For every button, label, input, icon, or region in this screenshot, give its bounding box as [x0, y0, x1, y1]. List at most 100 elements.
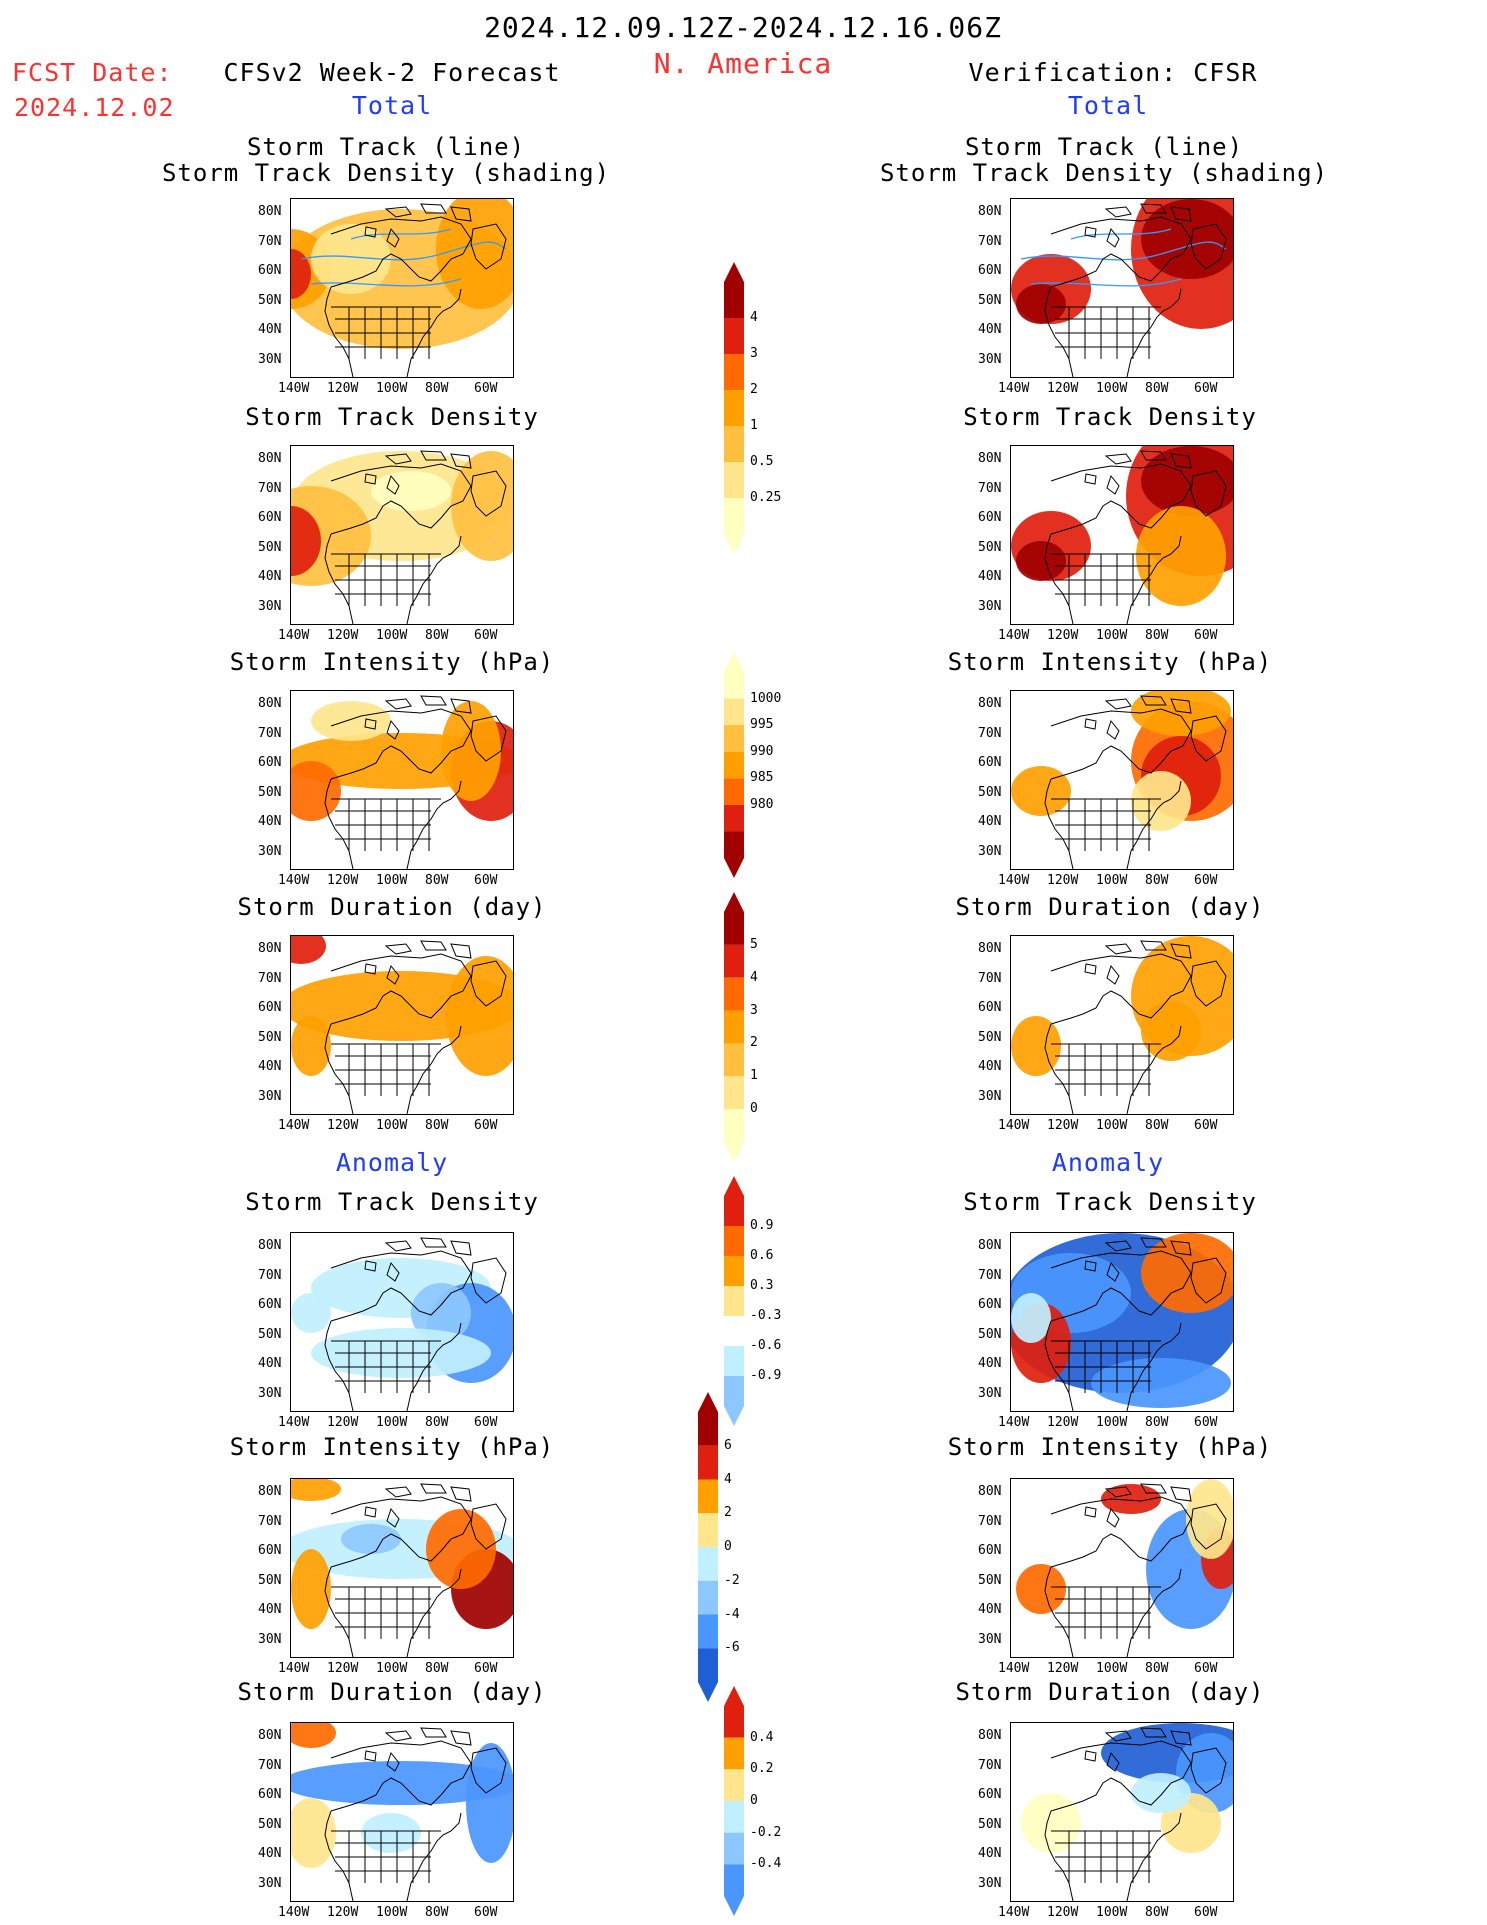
shading-region	[411, 1283, 471, 1343]
island-outline	[1106, 964, 1120, 985]
colorbar-segment	[724, 1316, 744, 1346]
colorbar-segment	[724, 1286, 744, 1316]
island-outline	[450, 698, 472, 714]
lat-tick-label: 50N	[258, 1326, 282, 1342]
lat-tick-label: 70N	[258, 1757, 282, 1773]
left-density-title: Storm Track Density	[245, 403, 539, 431]
colorbar-label: -2	[724, 1572, 740, 1588]
colorbar-label: 980	[750, 796, 774, 812]
lat-tick-label: 70N	[258, 1267, 282, 1283]
map-panel-l-density	[290, 445, 514, 625]
lon-tick-label: 60W	[1194, 1118, 1218, 1133]
lon-tick-label: 140W	[278, 1118, 310, 1133]
island-outline	[1106, 1261, 1120, 1282]
colorbar-segment	[724, 462, 744, 498]
island-outline	[364, 1260, 377, 1272]
colorbar-segment	[724, 1706, 744, 1738]
colorbar-segment	[724, 1043, 744, 1077]
colorbar-label: 1	[750, 418, 758, 433]
right-total-label: Total	[1067, 91, 1149, 120]
island-outline	[1106, 719, 1120, 740]
island-outline	[450, 1486, 472, 1502]
lon-tick-label: 80W	[1145, 1905, 1169, 1920]
fcst-label: FCST Date:	[12, 58, 173, 87]
storm-track-line	[310, 278, 462, 287]
shading-region	[1011, 1016, 1061, 1076]
lat-tick-label: 80N	[258, 204, 282, 219]
lon-tick-label: 80W	[1145, 1661, 1169, 1676]
lat-tick-label: 40N	[258, 322, 282, 337]
lat-tick-label: 60N	[258, 1000, 282, 1015]
colorbar-label: 4	[750, 969, 758, 985]
lat-tick-label: 40N	[978, 1602, 1002, 1617]
island-outline	[364, 963, 377, 975]
fcst-date: 2024.12.02	[14, 93, 175, 122]
lat-tick-label: 80N	[978, 1484, 1002, 1499]
lat-tick-label: 40N	[258, 1356, 282, 1371]
colorbar-label: 0.25	[750, 490, 782, 505]
shading-region	[291, 1723, 336, 1748]
lat-tick-label: 60N	[978, 755, 1002, 770]
map-panel-r-density	[1010, 445, 1234, 625]
island-outline	[1084, 963, 1097, 975]
lon-tick-label: 120W	[327, 381, 359, 396]
lat-tick-label: 30N	[978, 351, 1002, 367]
colorbar-segment	[724, 318, 744, 354]
lat-tick-label: 60N	[258, 1787, 282, 1802]
map-svg-l-density	[291, 450, 513, 624]
lon-tick-label: 140W	[278, 1415, 310, 1430]
island-outline	[1190, 1257, 1227, 1304]
storm-track-line	[1070, 228, 1172, 240]
storm-track-line	[1020, 241, 1227, 261]
colorbar-label: 0.9	[750, 1218, 774, 1233]
shading-region	[446, 956, 513, 1076]
lat-tick-label: 30N	[258, 1631, 282, 1647]
coastline-outline	[324, 1250, 472, 1411]
lat-tick-label: 40N	[978, 1356, 1002, 1371]
map-panel-l-anom-intensity	[290, 1478, 514, 1658]
lat-tick-label: 70N	[978, 1757, 1002, 1773]
island-outline	[470, 470, 507, 517]
colorbar-label: 2	[750, 382, 758, 397]
left-intensity-title: Storm Intensity (hPa)	[229, 648, 555, 676]
lon-tick-label: 140W	[998, 628, 1030, 643]
colorbar-top-arrow	[724, 652, 744, 672]
lon-tick-label: 120W	[327, 1118, 359, 1133]
colorbar-segment	[724, 498, 744, 534]
shading-region	[1091, 1358, 1231, 1408]
colorbar-label: 0.4	[750, 1729, 774, 1745]
shading-region	[1141, 1233, 1233, 1313]
island-outline	[1084, 1260, 1097, 1272]
lat-tick-label: 30N	[258, 1088, 282, 1104]
map-panel-l-anom-density	[290, 1232, 514, 1412]
map-panel-l-duration	[290, 935, 514, 1115]
colorbar-duration-anom	[724, 1686, 744, 1916]
colorbar-segment	[724, 778, 744, 805]
colorbar-density-total	[724, 262, 744, 554]
island-outline	[1104, 698, 1132, 710]
colorbar-segment	[724, 282, 744, 318]
island-outline	[1106, 474, 1120, 495]
lon-tick-label: 140W	[278, 873, 310, 888]
lat-tick-label: 80N	[978, 204, 1002, 219]
coastline-outline	[324, 1496, 472, 1657]
lon-tick-label: 80W	[425, 1118, 449, 1133]
coastline-outline	[1044, 216, 1192, 377]
island-outline	[470, 1257, 507, 1304]
island-outline	[386, 474, 400, 495]
island-outline	[364, 473, 377, 485]
colorbar-segment	[724, 1346, 744, 1376]
right-anomaly-label: Anomaly	[1051, 1148, 1165, 1177]
colorbar-segment	[724, 944, 744, 978]
lon-tick-label: 80W	[425, 1415, 449, 1430]
island-outline	[1170, 943, 1192, 959]
colorbar-label: 1000	[750, 690, 782, 706]
lat-tick-label: 80N	[258, 696, 282, 711]
island-outline	[470, 1747, 507, 1794]
island-outline	[1140, 940, 1167, 951]
lon-tick-label: 140W	[998, 873, 1030, 888]
island-outline	[1084, 473, 1097, 485]
colorbar-segment	[724, 725, 744, 752]
lon-tick-label: 100W	[376, 1415, 408, 1430]
island-outline	[1104, 1240, 1132, 1252]
